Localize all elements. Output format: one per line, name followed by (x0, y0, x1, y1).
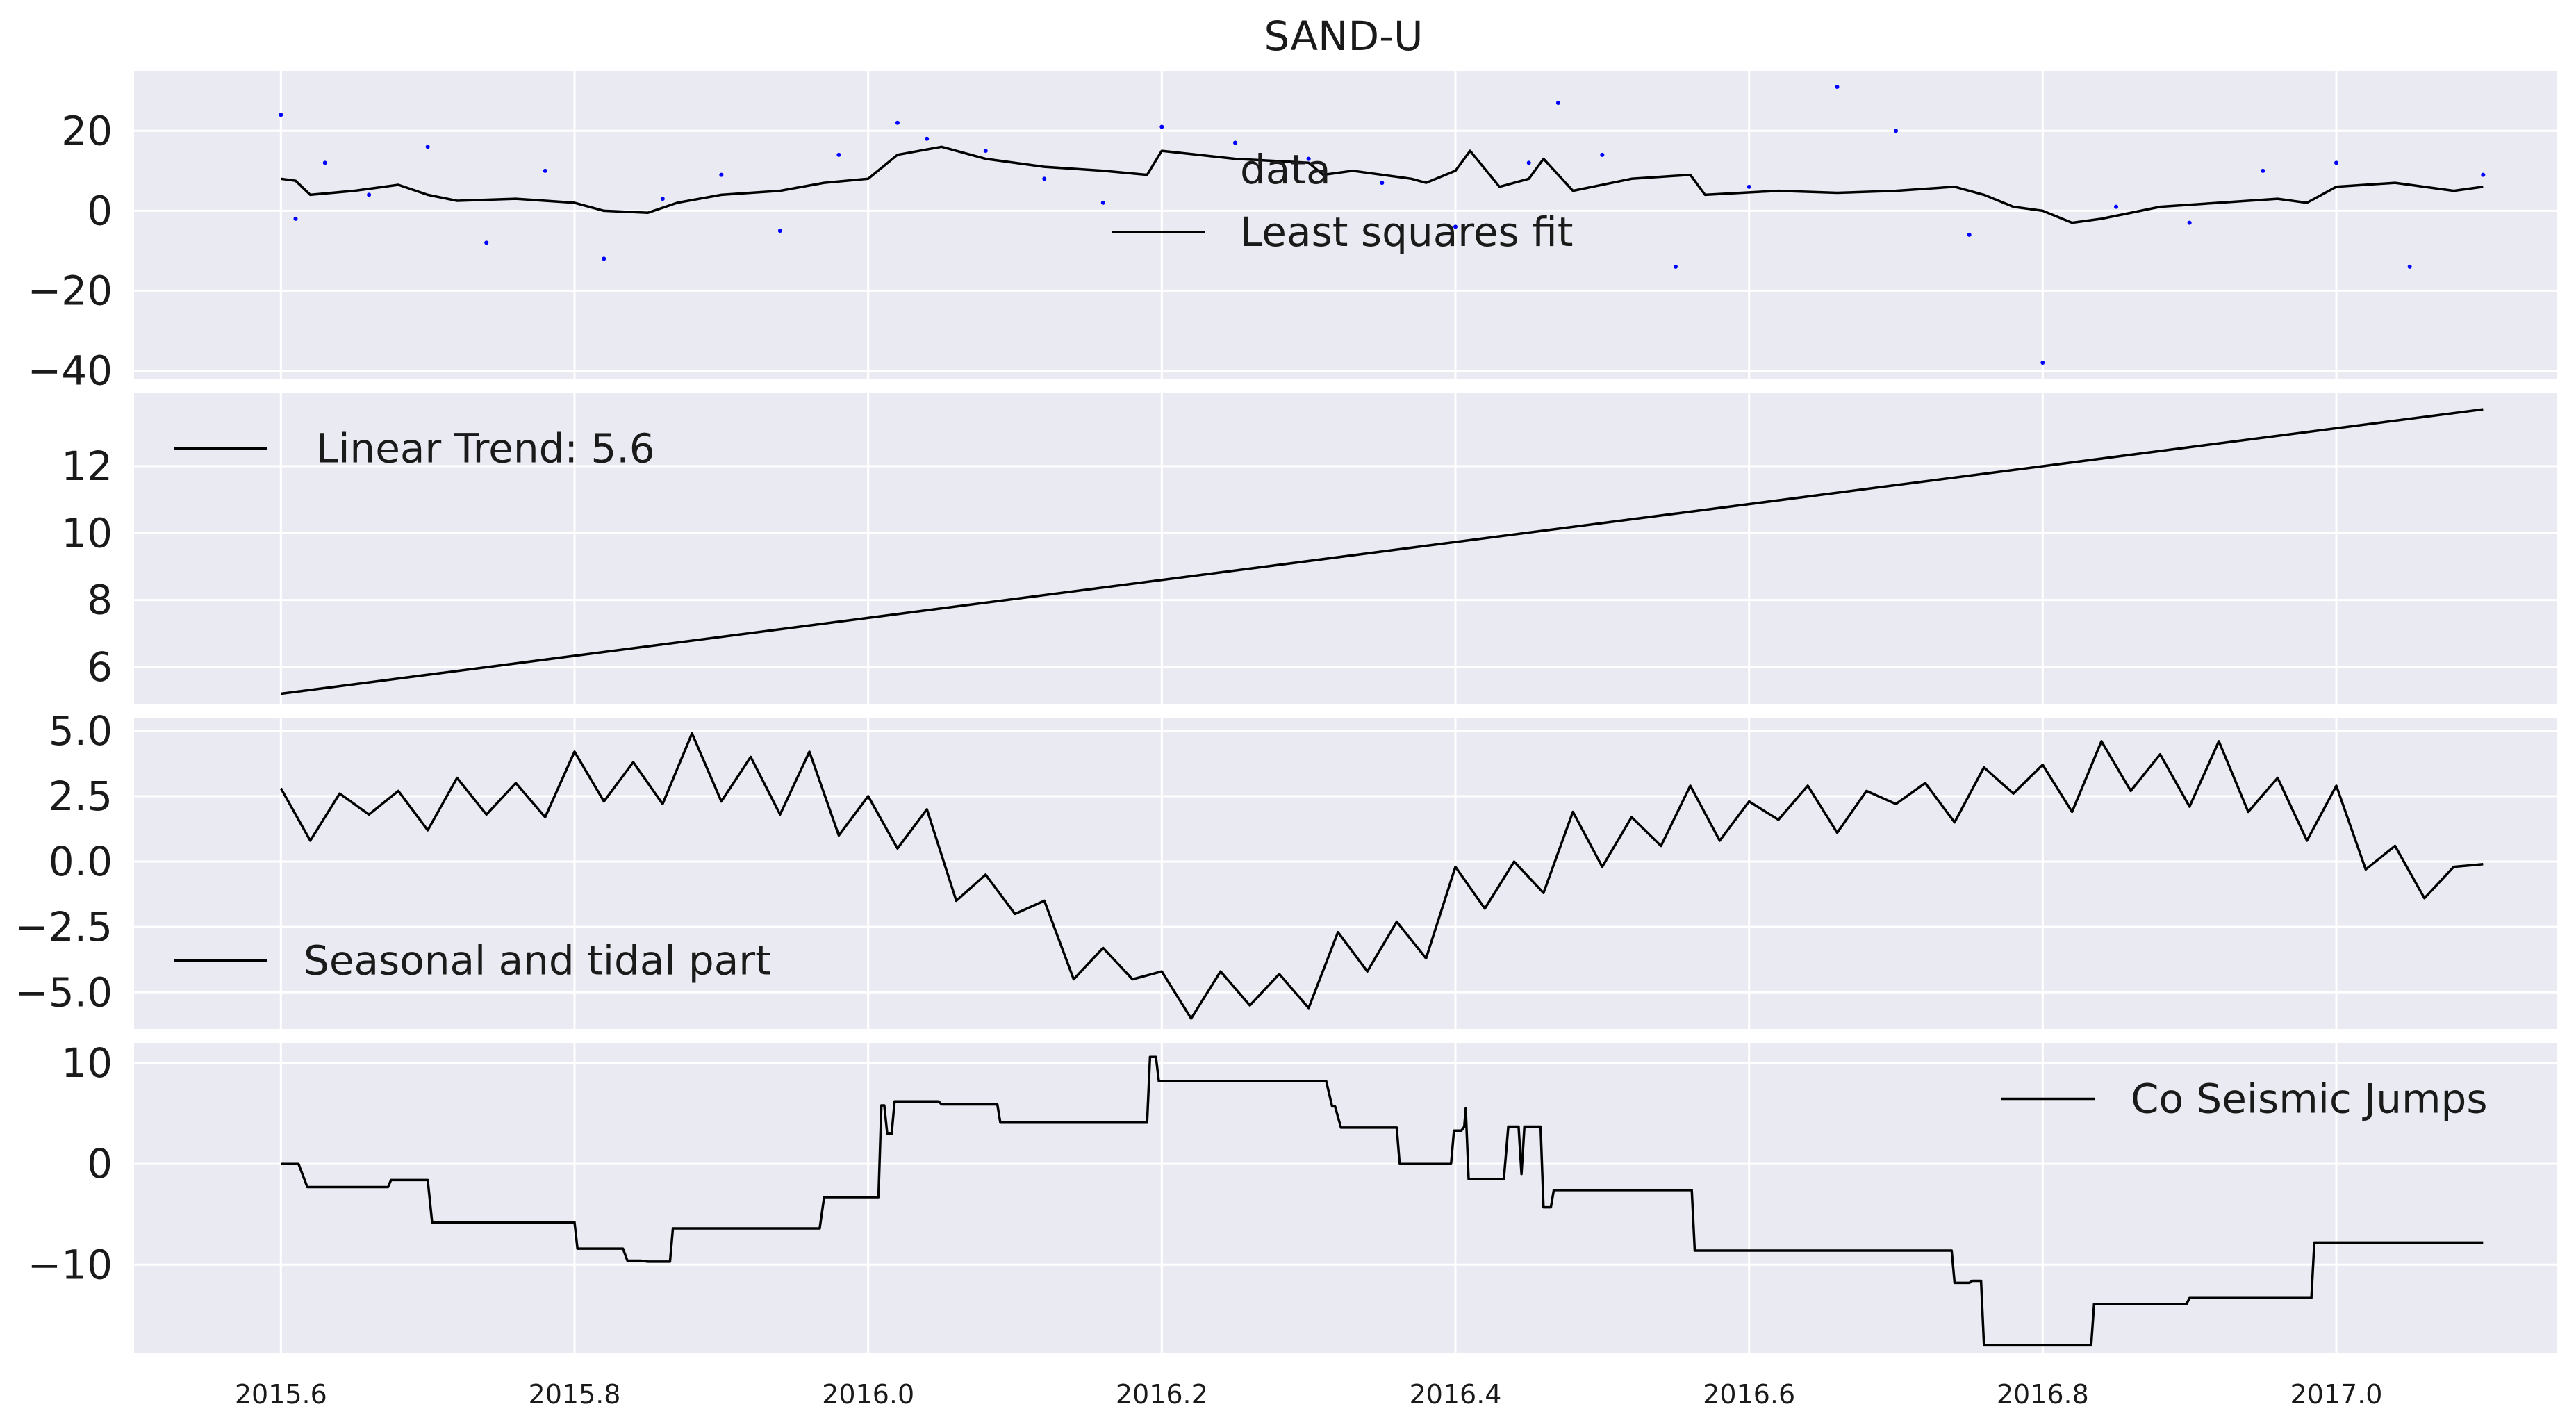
y-tick-label: 10 (61, 1039, 113, 1087)
seasonal-panel: 5.0 2.5 0.0 −2.5 −5.0 Seasonal and tidal part (15, 707, 2557, 1029)
linear-trend-panel: 12 10 8 6 Linear Trend: 5.6 (61, 393, 2557, 704)
y-tick-label: 0 (87, 187, 113, 234)
data-point (719, 172, 724, 177)
y-tick-label: 10 (61, 509, 113, 557)
residual-panel: 20 0 −20 −40 data Least squares fit (28, 71, 2557, 394)
data-point (2407, 264, 2412, 269)
panel-background (134, 1043, 2557, 1353)
x-axis: 2015.6 2015.8 2016.0 2016.2 2016.4 2016.6 2016… (235, 1379, 2383, 1410)
y-tick-label: 0 (87, 1140, 113, 1187)
data-point (1674, 264, 1678, 269)
x-tick-label: 2017.0 (2290, 1379, 2383, 1410)
data-point (1380, 181, 1385, 186)
legend: data Least squares fit (1112, 146, 1573, 256)
data-point (660, 197, 665, 201)
y-tick-label: −2.5 (15, 903, 113, 950)
data-point (777, 229, 782, 233)
y-tick-label: −10 (28, 1241, 113, 1288)
data-point (1747, 184, 1751, 189)
legend-label: Least squares fit (1240, 208, 1573, 256)
x-tick-label: 2016.6 (1703, 1379, 1795, 1410)
series-line (281, 408, 2484, 695)
y-tick-label: 5.0 (49, 707, 113, 755)
data-point (1306, 156, 1311, 161)
data-point (1233, 140, 1237, 145)
y-tick-label: 20 (61, 107, 113, 154)
data-point (1042, 176, 1047, 181)
series-line (281, 1055, 2484, 1347)
panel-background (134, 71, 2557, 379)
y-tick-label: −5.0 (15, 969, 113, 1016)
data-point (895, 120, 900, 125)
y-tick-label: −40 (28, 347, 113, 394)
legend: Linear Trend: 5.6 (174, 425, 655, 472)
data-point (322, 160, 327, 165)
data-point (2481, 172, 2486, 177)
x-tick-label: 2015.8 (529, 1379, 621, 1410)
x-tick-label: 2016.2 (1116, 1379, 1208, 1410)
panel-background (134, 718, 2557, 1029)
y-tick-label: 12 (61, 443, 113, 490)
data-point (1159, 124, 1164, 129)
y-tick-label: 6 (87, 643, 113, 691)
data-point (543, 168, 547, 173)
data-point (1453, 224, 1458, 229)
x-tick-label: 2016.4 (1410, 1379, 1502, 1410)
jumps-panel: 10 0 −10 Co Seismic Jumps (28, 1039, 2557, 1353)
legend-label: Co Seismic Jumps (2131, 1075, 2488, 1122)
y-tick-label: 0.0 (49, 838, 113, 885)
data-point (425, 145, 430, 149)
data-point (367, 192, 372, 197)
data-point (983, 149, 988, 154)
data-point (1894, 129, 1898, 133)
data-point (279, 113, 283, 117)
data-point (484, 240, 489, 245)
x-tick-label: 2015.6 (235, 1379, 327, 1410)
data-point (602, 256, 606, 261)
x-tick-label: 2016.0 (822, 1379, 914, 1410)
data-point (2261, 168, 2265, 173)
data-point (1100, 200, 1105, 205)
y-tick-label: 8 (87, 577, 113, 624)
data-point (1967, 232, 1972, 237)
data-point (1600, 152, 1605, 157)
legend: Seasonal and tidal part (174, 937, 771, 984)
data-point (2114, 204, 2118, 209)
legend-label: data (1240, 146, 1331, 193)
data-point (836, 152, 841, 157)
data-point (1555, 101, 1560, 106)
series-line (279, 732, 2484, 1020)
legend-label: Linear Trend: 5.6 (316, 425, 655, 472)
x-tick-label: 2016.8 (1997, 1379, 2089, 1410)
data-point (2040, 360, 2045, 365)
legend-label: Seasonal and tidal part (304, 937, 771, 984)
y-tick-label: 2.5 (49, 773, 113, 820)
data-point (293, 216, 298, 221)
data-point (2187, 220, 2192, 225)
chart-title: SAND-U (1264, 13, 1423, 60)
legend: Co Seismic Jumps (2001, 1075, 2488, 1122)
series-line (281, 145, 2484, 224)
panels: 20 0 −20 −40 data Least squares fit 12 10 8 6 Line… (15, 71, 2557, 1353)
panel-background (134, 393, 2557, 704)
data-point (2334, 160, 2338, 165)
data-point (1835, 85, 1840, 90)
y-tick-label: −20 (28, 267, 113, 314)
data-point (1526, 160, 1531, 165)
data-point (925, 136, 930, 141)
